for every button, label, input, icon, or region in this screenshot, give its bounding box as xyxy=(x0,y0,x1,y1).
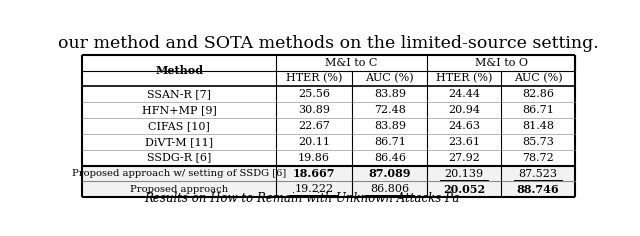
Text: Proposed approach: Proposed approach xyxy=(130,185,228,194)
Text: HTER (%): HTER (%) xyxy=(436,73,492,84)
Text: 72.48: 72.48 xyxy=(374,105,406,115)
Text: 88.746: 88.746 xyxy=(516,184,559,195)
Text: 27.92: 27.92 xyxy=(448,153,480,163)
Text: 22.67: 22.67 xyxy=(298,121,330,131)
Text: HFN+MP [9]: HFN+MP [9] xyxy=(142,105,216,115)
Text: AUC (%): AUC (%) xyxy=(514,73,563,84)
Text: 20.11: 20.11 xyxy=(298,137,330,147)
Text: 87.089: 87.089 xyxy=(369,168,411,179)
Text: our method and SOTA methods on the limited-source setting.: our method and SOTA methods on the limit… xyxy=(58,35,598,52)
Text: 18.667: 18.667 xyxy=(293,168,335,179)
Text: CIFAS [10]: CIFAS [10] xyxy=(148,121,210,131)
Text: 78.72: 78.72 xyxy=(522,153,554,163)
Text: Method: Method xyxy=(155,65,204,76)
Text: 19.222: 19.222 xyxy=(294,184,333,194)
Text: 19.86: 19.86 xyxy=(298,153,330,163)
Text: 24.63: 24.63 xyxy=(448,121,480,131)
Text: Results on How to Remain with Unknown Attacks Pa: Results on How to Remain with Unknown At… xyxy=(145,192,460,205)
Text: 86.806: 86.806 xyxy=(370,184,410,194)
Text: 85.73: 85.73 xyxy=(522,137,554,147)
Text: 83.89: 83.89 xyxy=(374,89,406,99)
Text: AUC (%): AUC (%) xyxy=(365,73,414,84)
Text: 23.61: 23.61 xyxy=(448,137,480,147)
Bar xyxy=(83,181,575,197)
Text: 86.71: 86.71 xyxy=(374,137,406,147)
Bar xyxy=(83,166,575,181)
Text: 24.44: 24.44 xyxy=(448,89,480,99)
Text: 25.56: 25.56 xyxy=(298,89,330,99)
Text: 86.46: 86.46 xyxy=(374,153,406,163)
Text: DiVT-M [11]: DiVT-M [11] xyxy=(145,137,213,147)
Text: 30.89: 30.89 xyxy=(298,105,330,115)
Text: SSDG-R [6]: SSDG-R [6] xyxy=(147,153,211,163)
Text: M&I to C: M&I to C xyxy=(325,58,378,67)
Text: 87.523: 87.523 xyxy=(518,169,557,179)
Text: HTER (%): HTER (%) xyxy=(286,73,342,84)
Text: 20.139: 20.139 xyxy=(445,169,484,179)
Text: 82.86: 82.86 xyxy=(522,89,554,99)
Text: 20.052: 20.052 xyxy=(443,184,485,195)
Text: 83.89: 83.89 xyxy=(374,121,406,131)
Text: 20.94: 20.94 xyxy=(448,105,480,115)
Text: 86.71: 86.71 xyxy=(522,105,554,115)
Text: Proposed approach w/ setting of SSDG [6]: Proposed approach w/ setting of SSDG [6] xyxy=(72,169,286,178)
Text: 81.48: 81.48 xyxy=(522,121,554,131)
Text: SSAN-R [7]: SSAN-R [7] xyxy=(147,89,211,99)
Text: M&I to O: M&I to O xyxy=(475,58,527,67)
